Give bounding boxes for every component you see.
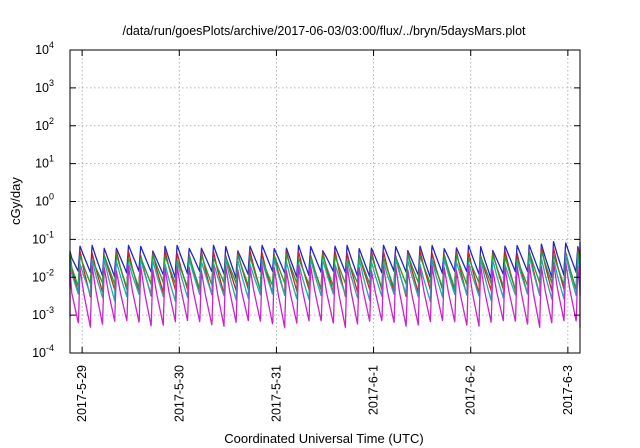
- series-line: [69, 240, 581, 280]
- x-tick-label: 2017-5-29: [75, 365, 89, 422]
- x-tick-label: 2017-6-1: [367, 365, 381, 415]
- series-line: [69, 261, 581, 329]
- y-axis-label: cGy/day: [8, 177, 23, 225]
- grid-lines: [70, 50, 580, 353]
- y-tick-label: 101: [35, 154, 54, 171]
- series-line: [69, 254, 581, 303]
- x-tick-label: 2017-5-30: [172, 365, 186, 422]
- y-tick-label: 10-3: [32, 305, 54, 322]
- y-tick-label: 10-4: [32, 343, 54, 360]
- x-tick-label: 2017-6-3: [561, 365, 575, 415]
- y-tick-label: 103: [35, 78, 54, 95]
- y-tick-label: 102: [35, 116, 54, 133]
- y-axis: 10-4 10-3 10-2 10-1 100 101 102 103 104: [32, 40, 580, 360]
- x-tick-label: 2017-6-2: [464, 365, 478, 415]
- x-tick-label: 2017-5-31: [269, 365, 283, 422]
- y-tick-label: 10-2: [32, 267, 54, 284]
- data-series: [69, 240, 581, 329]
- chart-title: /data/run/goesPlots/archive/2017-06-03/0…: [122, 24, 526, 38]
- x-axis-label: Coordinated Universal Time (UTC): [224, 431, 423, 446]
- y-tick-label: 100: [35, 192, 54, 209]
- y-tick-label: 10-1: [32, 229, 54, 246]
- x-axis: 2017-5-29 2017-5-30 2017-5-31 2017-6-1 2017-…: [75, 50, 575, 422]
- y-tick-label: 104: [35, 40, 54, 57]
